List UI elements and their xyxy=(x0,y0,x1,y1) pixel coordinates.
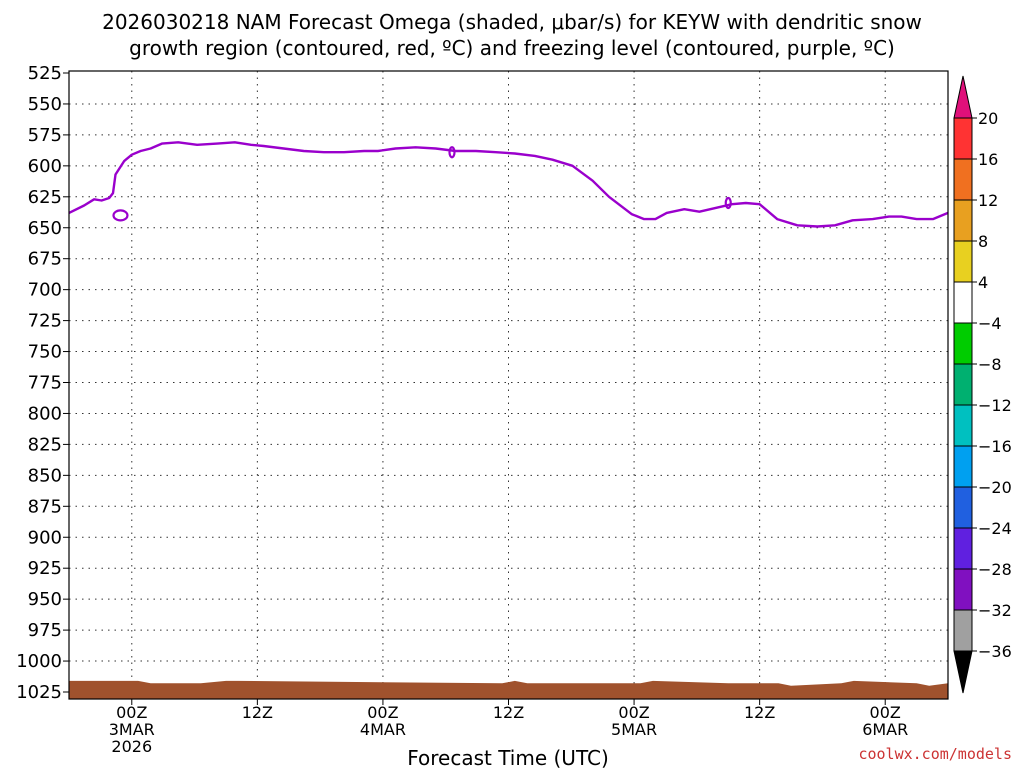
colorbar-label: −32 xyxy=(978,601,1012,620)
y-tick-label: 875 xyxy=(28,496,62,517)
y-tick-label: 950 xyxy=(28,589,62,610)
y-tick-label: 725 xyxy=(28,311,62,332)
y-tick-label: 850 xyxy=(28,465,62,486)
y-tick-label: 575 xyxy=(28,125,62,146)
freezing-level-line xyxy=(68,141,949,228)
freezing-level-loop xyxy=(448,146,456,159)
y-tick-label: 925 xyxy=(28,558,62,579)
y-tick-label: 900 xyxy=(28,527,62,548)
colorbar-label: −12 xyxy=(978,396,1012,415)
x-tick-label: 00Z xyxy=(116,703,147,722)
colorbar-label: −24 xyxy=(978,519,1012,538)
colorbar-label: −28 xyxy=(978,560,1012,579)
terrain-layer xyxy=(69,680,948,699)
y-tick-label: 1000 xyxy=(16,651,62,672)
colorbar-label: 12 xyxy=(978,191,998,210)
colorbar-label: 16 xyxy=(978,150,998,169)
x-tick-label: 4MAR xyxy=(360,720,406,739)
colorbar-segment xyxy=(953,445,973,488)
colorbar-segment xyxy=(953,609,973,652)
x-tick-label: 00Z xyxy=(870,703,901,722)
y-tick-label: 675 xyxy=(28,249,62,270)
colorbar: 20 16 12 8 4 −4 −8 −12 −16 −20 −24 −28 −32 −36 xyxy=(953,75,1012,694)
y-tick-label: 625 xyxy=(28,187,62,208)
y-tick-label: 775 xyxy=(28,373,62,394)
colorbar-segment xyxy=(953,322,973,365)
y-tick-label: 550 xyxy=(28,94,62,115)
watermark: coolwx.com/models xyxy=(858,745,1012,763)
colorbar-top-arrow xyxy=(953,75,973,119)
chart-title-line2: growth region (contoured, red, ºC) and f… xyxy=(129,36,895,60)
colorbar-segment xyxy=(953,363,973,406)
colorbar-label: −16 xyxy=(978,437,1012,456)
y-tick-label: 700 xyxy=(28,280,62,301)
y-tick-label: 750 xyxy=(28,342,62,363)
colorbar-bottom-arrow xyxy=(953,650,973,694)
terrain-fill xyxy=(69,680,948,699)
x-tick-label: 12Z xyxy=(242,703,273,722)
x-tick-label: 6MAR xyxy=(862,720,908,739)
colorbar-segment xyxy=(953,158,973,201)
y-tick-label: 650 xyxy=(28,218,62,239)
y-tick-label: 1025 xyxy=(16,682,62,703)
colorbar-segment xyxy=(953,527,973,570)
x-tick-label: 12Z xyxy=(744,703,775,722)
y-tick-label: 600 xyxy=(28,156,62,177)
x-tick-label: 12Z xyxy=(493,703,524,722)
colorbar-segment xyxy=(953,281,973,324)
x-axis-label: Forecast Time (UTC) xyxy=(407,746,609,768)
colorbar-label: −4 xyxy=(978,314,1002,333)
colorbar-label: 20 xyxy=(978,109,998,128)
colorbar-label: 4 xyxy=(978,273,988,292)
x-tick-label: 3MAR xyxy=(109,720,155,739)
colorbar-segment xyxy=(953,117,973,160)
y-tick-label: 800 xyxy=(28,403,62,424)
grid-lines xyxy=(69,71,948,699)
chart-title-line1: 2026030218 NAM Forecast Omega (shaded, μ… xyxy=(102,10,922,34)
freezing-level-layer xyxy=(68,141,949,228)
colorbar-label: −36 xyxy=(978,642,1012,661)
x-tick-label: 2026 xyxy=(111,737,152,756)
x-tick-label: 5MAR xyxy=(611,720,657,739)
y-tick-label: 975 xyxy=(28,620,62,641)
colorbar-segment xyxy=(953,199,973,242)
x-tick-label: 00Z xyxy=(367,703,398,722)
colorbar-label: −8 xyxy=(978,355,1002,374)
colorbar-segment xyxy=(953,486,973,529)
x-tick-label: 00Z xyxy=(618,703,649,722)
freezing-level-loop xyxy=(724,196,732,210)
y-axis: 525 550 575 600 625 650 675 700 725 750 775 800 825 8… xyxy=(16,63,69,703)
colorbar-segment xyxy=(953,568,973,611)
y-tick-label: 825 xyxy=(28,434,62,455)
colorbar-segment xyxy=(953,240,973,283)
colorbar-label: −20 xyxy=(978,478,1012,497)
colorbar-label: 8 xyxy=(978,232,988,251)
y-tick-label: 525 xyxy=(28,63,62,84)
colorbar-segment xyxy=(953,404,973,447)
freezing-level-loop xyxy=(112,209,129,222)
